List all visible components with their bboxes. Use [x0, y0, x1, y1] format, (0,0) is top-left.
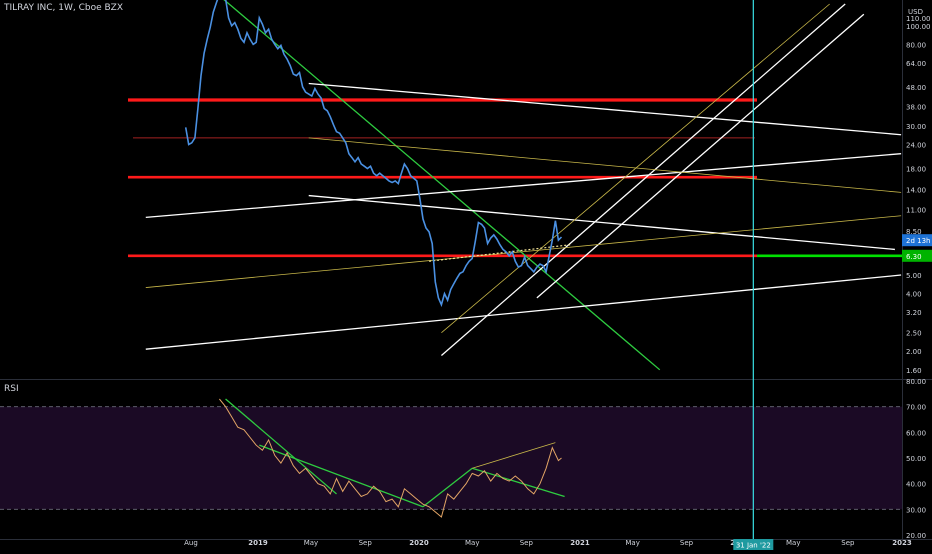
rsi-trendline-2 — [422, 467, 473, 508]
time-tick-label: Sep — [359, 539, 373, 547]
rsi-series-line — [219, 398, 562, 518]
level-badge — [902, 249, 932, 262]
price-badge-label: 2d 13h — [906, 237, 930, 245]
rsi-panel-label: RSI — [4, 384, 19, 394]
rsi-tick-label: 30.00 — [906, 506, 926, 514]
price-badge — [902, 234, 932, 247]
price-tick-label: 11.00 — [906, 206, 926, 214]
price-tick-label: 2.00 — [906, 348, 922, 356]
price-trendline-1 — [308, 82, 902, 136]
time-tick-label: May — [786, 539, 800, 547]
time-tick-label: Aug — [184, 539, 198, 547]
rsi-tick-label: 60.00 — [906, 429, 926, 437]
price-tick-label: 1.60 — [906, 367, 922, 375]
time-tick-label: May — [304, 539, 318, 547]
rsi-tick-label: 40.00 — [906, 481, 926, 489]
time-tick-label: May — [625, 539, 639, 547]
time-tick-label: Sep — [841, 539, 855, 547]
price-tick-label: 3.20 — [906, 309, 922, 317]
chart-title: TILRAY INC, 1W, Cboe BZX — [4, 3, 124, 13]
price-tick-label: 80.00 — [906, 41, 926, 49]
price-trendline-4 — [145, 274, 902, 350]
time-tick-label: Sep — [520, 539, 534, 547]
price-tick-label: 18.00 — [906, 165, 926, 173]
price-trendline-9 — [441, 3, 830, 333]
time-tick-label: 2023 — [892, 539, 912, 547]
price-trendline-8 — [308, 137, 902, 193]
price-tick-label: 5.00 — [906, 272, 922, 280]
price-tick-label: 30.00 — [906, 123, 926, 131]
rsi-trendline-0 — [225, 398, 337, 495]
price-tick-label: 48.00 — [906, 84, 926, 92]
price-tick-label: 2.50 — [906, 330, 922, 338]
rsi-tick-label: 70.00 — [906, 404, 926, 412]
price-tick-label: 14.00 — [906, 186, 926, 194]
date-badge — [733, 539, 774, 550]
price-trendline-2 — [308, 194, 895, 251]
time-tick-label: Sep — [680, 539, 694, 547]
time-tick-label: 2021 — [570, 539, 590, 547]
price-tick-label: 24.00 — [906, 142, 926, 150]
price-tick-label: 38.00 — [906, 103, 926, 111]
rsi-tick-label: 50.00 — [906, 455, 926, 463]
price-tick-label: 110.00 — [906, 15, 931, 23]
level-badge-label: 6.30 — [906, 253, 922, 261]
rsi-tick-label: 20.00 — [906, 532, 926, 540]
rsi-trendline-1 — [259, 444, 424, 508]
rsi-band — [0, 406, 902, 510]
price-tick-label: 64.00 — [906, 60, 926, 68]
time-tick-label: 2019 — [248, 539, 268, 547]
price-trendline-0 — [223, 0, 661, 371]
time-tick-label: 2020 — [409, 539, 429, 547]
currency-label: USD — [908, 8, 923, 16]
price-tick-label: 4.00 — [906, 291, 922, 299]
date-badge-label: 31 Jan '22 — [736, 542, 771, 550]
price-trendline-7 — [145, 215, 902, 288]
price-trendline-3 — [145, 153, 902, 219]
rsi-tick-label: 80.00 — [906, 378, 926, 386]
price-tick-label: 100.00 — [906, 23, 931, 31]
rsi-trendline-3 — [472, 467, 565, 498]
time-tick-label: May — [465, 539, 479, 547]
price-trendline-5 — [441, 3, 846, 357]
price-tick-label: 8.50 — [906, 228, 922, 236]
price-series-line — [184, 0, 563, 308]
price-trendline-6 — [536, 13, 865, 299]
rsi-trendline-4 — [472, 442, 556, 469]
